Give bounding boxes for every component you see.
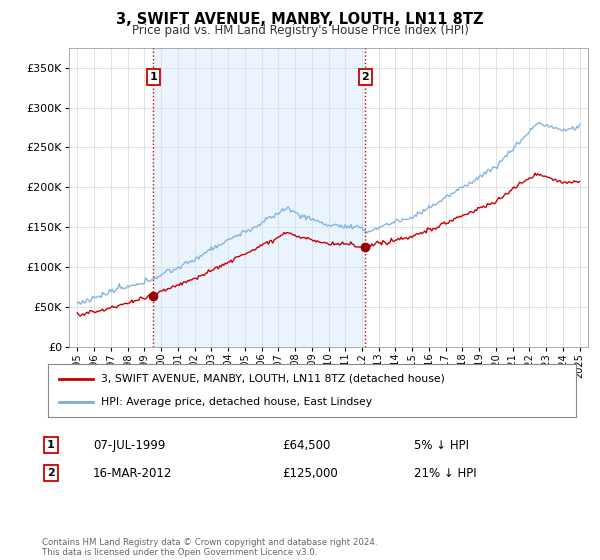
Text: Price paid vs. HM Land Registry's House Price Index (HPI): Price paid vs. HM Land Registry's House … <box>131 24 469 36</box>
Text: 2: 2 <box>47 468 55 478</box>
Text: £125,000: £125,000 <box>282 466 338 480</box>
Text: 07-JUL-1999: 07-JUL-1999 <box>93 438 166 452</box>
Text: 2: 2 <box>362 72 370 82</box>
Text: 1: 1 <box>47 440 55 450</box>
Text: HPI: Average price, detached house, East Lindsey: HPI: Average price, detached house, East… <box>101 397 372 407</box>
Text: Contains HM Land Registry data © Crown copyright and database right 2024.
This d: Contains HM Land Registry data © Crown c… <box>42 538 377 557</box>
Bar <box>153 48 365 347</box>
Text: £64,500: £64,500 <box>282 438 331 452</box>
Text: 3, SWIFT AVENUE, MANBY, LOUTH, LN11 8TZ: 3, SWIFT AVENUE, MANBY, LOUTH, LN11 8TZ <box>116 12 484 27</box>
Text: 1: 1 <box>149 72 157 82</box>
Text: 16-MAR-2012: 16-MAR-2012 <box>93 466 172 480</box>
Text: 21% ↓ HPI: 21% ↓ HPI <box>414 466 476 480</box>
Text: 3, SWIFT AVENUE, MANBY, LOUTH, LN11 8TZ (detached house): 3, SWIFT AVENUE, MANBY, LOUTH, LN11 8TZ … <box>101 374 445 384</box>
Text: 5% ↓ HPI: 5% ↓ HPI <box>414 438 469 452</box>
